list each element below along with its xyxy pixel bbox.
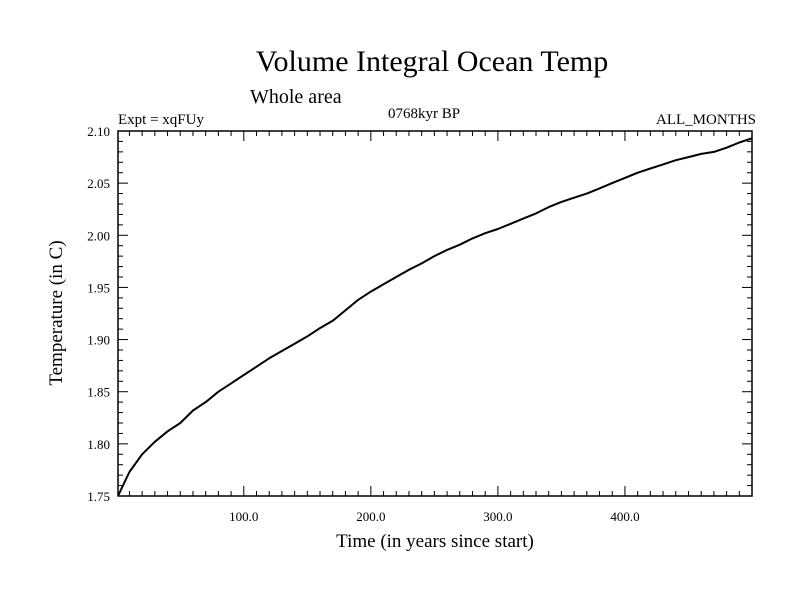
y-tick-label: 2.10 xyxy=(87,124,110,139)
x-tick-label: 400.0 xyxy=(610,509,639,524)
period-label: 0768kyr BP xyxy=(388,106,460,122)
x-tick-label: 300.0 xyxy=(483,509,512,524)
series-line xyxy=(117,137,753,497)
y-tick-label: 1.95 xyxy=(87,280,110,295)
x-tick-label: 100.0 xyxy=(229,509,258,524)
y-tick-label: 1.90 xyxy=(87,333,110,348)
months-label: ALL_MONTHS xyxy=(656,112,756,128)
y-tick-label: 2.00 xyxy=(87,228,110,243)
y-tick-label: 1.80 xyxy=(87,437,110,452)
y-tick-label: 2.05 xyxy=(87,176,110,191)
chart-title: Volume Integral Ocean Temp xyxy=(256,45,609,78)
y-tick-label: 1.75 xyxy=(87,489,110,504)
axis-ticks xyxy=(118,130,752,497)
plot-frame xyxy=(117,130,753,497)
y-tick-label: 1.85 xyxy=(87,385,110,400)
axis-tick-labels: 100.0 200.0 300.0 400.0 1.75 1.80 1.85 1.90 1.95… xyxy=(87,124,639,524)
x-tick-label: 200.0 xyxy=(356,509,385,524)
x-axis-label: Time (in years since start) xyxy=(336,531,534,552)
y-axis-label: Temperature (in C) xyxy=(46,240,67,385)
chart-subtitle: Whole area xyxy=(250,86,342,108)
expt-label: Expt = xqFUy xyxy=(118,112,204,128)
